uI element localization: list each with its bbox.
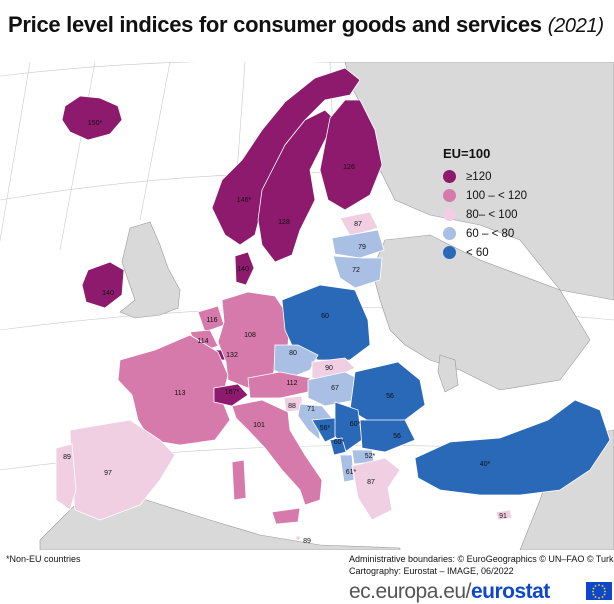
country-value-label: 167* (225, 389, 240, 396)
country-value-label: 71 (307, 406, 315, 413)
country-value-label: 128 (278, 219, 290, 226)
legend-item: 80– < 100 (443, 205, 527, 224)
finland-shape (319, 99, 383, 211)
switzerland-shape (213, 383, 249, 407)
sicily-shape (271, 507, 301, 525)
lithuania-shape (332, 255, 383, 289)
portugal-shape (55, 443, 77, 511)
country-value-label: 67 (331, 385, 339, 392)
poland-shape (281, 284, 371, 361)
legend-swatch (443, 170, 456, 183)
country-value-label: 56* (320, 425, 331, 432)
bulgaria-shape (359, 419, 416, 453)
legend-title: EU=100 (443, 146, 491, 161)
norway-shape (211, 67, 361, 246)
country-value-label: 60 (321, 313, 329, 320)
country-value-label: 132 (226, 352, 238, 359)
brand-name: eurostat (470, 580, 550, 603)
country-value-label: 140 (102, 290, 114, 297)
country-value-label: 150* (88, 120, 103, 127)
country-value-label: 90 (325, 365, 333, 372)
legend-label: 100 – < 120 (466, 189, 528, 202)
country-value-label: 113 (174, 390, 185, 397)
country-value-label: 40* (480, 461, 491, 468)
credits-boundaries: Administrative boundaries: © EuroGeograp… (349, 554, 614, 564)
country-value-label: 146* (237, 197, 252, 204)
legend-label: < 60 (466, 246, 489, 259)
montenegro-shape (329, 437, 347, 456)
map-title: Price level indices for consumer goods a… (8, 12, 604, 38)
country-value-label: 108 (244, 332, 256, 339)
legend-label: 80– < 100 (466, 208, 518, 221)
legend-item: ≥120 (443, 167, 527, 186)
sardinia-shape (231, 459, 247, 501)
legend-item: < 60 (443, 243, 527, 262)
legend-swatch (443, 208, 456, 221)
austria-shape (247, 371, 311, 399)
country-value-label: 52* (365, 453, 376, 460)
country-value-label: 114 (197, 338, 208, 345)
country-value-label: 72 (352, 267, 360, 274)
country-value-label: 80 (289, 350, 297, 357)
iceland-shape (61, 95, 123, 141)
title-text: Price level indices for consumer goods a… (8, 12, 542, 37)
title-year: (2021) (547, 15, 604, 37)
brand-prefix: ec.europa.eu/ (349, 580, 471, 603)
credits: Administrative boundaries: © EuroGeograp… (349, 553, 614, 577)
legend-swatch (443, 227, 456, 240)
country-value-label: 88 (288, 403, 296, 410)
france-shape (117, 334, 231, 446)
countries (55, 67, 611, 541)
legend-label: 60 – < 80 (466, 227, 515, 240)
sweden-shape (257, 109, 336, 263)
country-value-label: 79 (358, 244, 366, 251)
denmark-shape (234, 251, 255, 286)
country-value-label: 61* (346, 469, 357, 476)
ireland-shape (81, 261, 125, 309)
eu-flag-icon (586, 582, 612, 600)
country-value-label: 60* (334, 439, 345, 446)
legend-label: ≥120 (466, 170, 492, 183)
country-value-label: 91 (499, 513, 507, 520)
latvia-shape (331, 229, 385, 259)
greece-shape (351, 457, 401, 521)
credits-cartography: Cartography: Eurostat – IMAGE, 06/2022 (349, 566, 514, 576)
moldova (437, 354, 459, 393)
country-value-label: 87 (354, 221, 362, 228)
belarus-ukraine (371, 234, 591, 391)
legend-item: 60 – < 80 (443, 224, 527, 243)
country-labels: 150* 146* 128 126 87 79 72 140 140 116 114 132 108 60… (63, 120, 507, 545)
turkiye-shape (414, 399, 611, 496)
country-value-label: 101 (253, 422, 265, 429)
legend-swatch (443, 246, 456, 259)
country-value-label: 87 (367, 479, 375, 486)
cyprus-shape (495, 509, 513, 521)
europe-map: 150* 146* 128 126 87 79 72 140 140 116 114 132 108 60… (0, 62, 614, 550)
country-value-label: 126 (343, 164, 355, 171)
country-value-label: 89 (303, 538, 311, 545)
country-value-label: 116 (206, 317, 217, 324)
country-value-label: 140 (237, 266, 249, 273)
great-britain (119, 221, 181, 319)
country-value-label: 56 (386, 393, 394, 400)
albania-shape (339, 454, 355, 483)
country-value-label: 56 (393, 433, 401, 440)
legend-swatch (443, 189, 456, 202)
country-value-label: 60* (350, 421, 361, 428)
country-value-label: 89 (63, 454, 71, 461)
legend-item: 100 – < 120 (443, 186, 527, 205)
romania-shape (349, 361, 426, 423)
map-legend: EU=100 ≥120 100 – < 120 80– < 100 60 – <… (443, 146, 527, 262)
malta-shape (295, 535, 301, 541)
footnote: *Non-EU countries (6, 554, 81, 564)
eurostat-brand[interactable]: ec.europa.eu/eurostat (349, 580, 550, 604)
czechia-shape (273, 344, 319, 379)
country-value-label: 112 (286, 380, 297, 387)
country-value-label: 97 (104, 470, 112, 477)
map-area: 150* 146* 128 126 87 79 72 140 140 116 114 132 108 60… (0, 62, 614, 550)
estonia-shape (339, 211, 379, 237)
italy-shape (231, 399, 323, 506)
